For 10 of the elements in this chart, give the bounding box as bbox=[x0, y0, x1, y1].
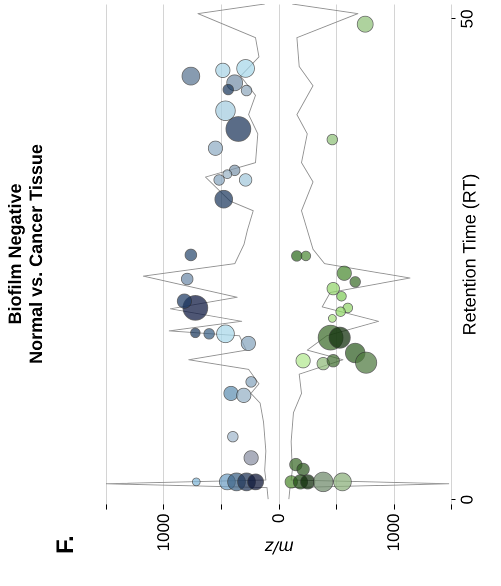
x-axis-title: m/z bbox=[264, 537, 294, 558]
x-tick-label: 1000 bbox=[384, 514, 403, 552]
x-tick-label: 0 bbox=[269, 514, 288, 523]
y-tick-label: 50 bbox=[458, 9, 476, 28]
y-axis-title: Retention Time (RT) bbox=[460, 174, 480, 336]
x-tick-label: 1000 bbox=[154, 514, 173, 552]
text: Biofilm Negative bbox=[5, 183, 25, 325]
text: Normal vs. Cancer Tissue bbox=[26, 144, 46, 364]
line-series bbox=[106, 4, 269, 500]
text: F. bbox=[52, 535, 79, 554]
